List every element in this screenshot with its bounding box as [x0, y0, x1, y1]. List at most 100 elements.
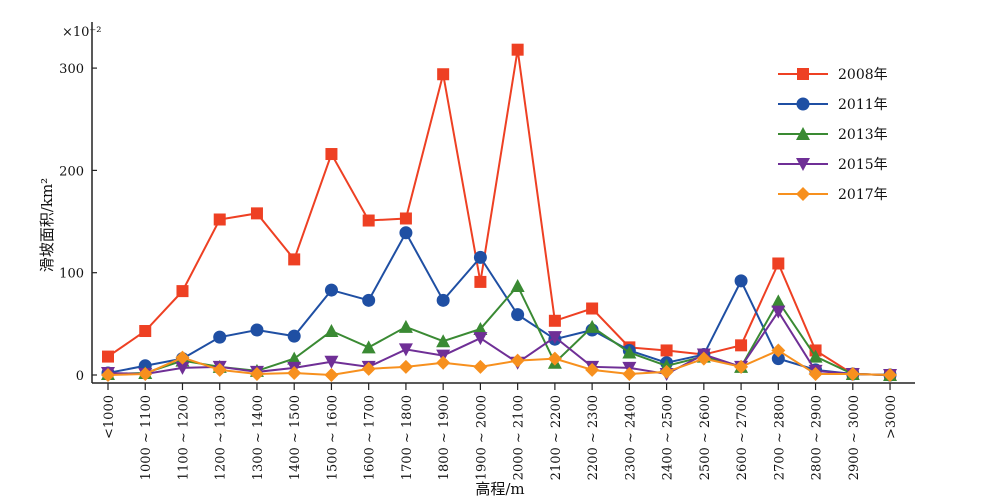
square-marker: [548, 314, 561, 327]
triangle-up-marker: [771, 294, 786, 308]
square-marker: [511, 43, 524, 56]
legend-item: 2017年: [778, 187, 888, 203]
diamond-marker: [473, 359, 488, 374]
legend-label: 2017年: [838, 187, 888, 203]
circle-marker: [213, 330, 227, 344]
x-tick-label: 2800 ~ 2900: [810, 395, 825, 480]
triangle-up-marker: [473, 321, 488, 335]
square-marker: [772, 257, 785, 270]
circle-marker: [473, 250, 487, 264]
diamond-marker: [585, 362, 600, 377]
circle-marker: [399, 226, 413, 240]
legend-item: 2015年: [778, 157, 888, 173]
square-marker: [437, 68, 450, 81]
legend-label: 2015年: [838, 157, 888, 173]
diamond-marker: [510, 353, 525, 368]
diamond-marker: [287, 365, 302, 380]
legend-item: 2008年: [778, 67, 888, 83]
axes: 0 100 200 300 <1000 1000 ~ 1100 1100 ~ 1200 120…: [59, 22, 915, 480]
x-tick-label: 2200 ~ 2300: [586, 395, 601, 480]
diamond-marker: [547, 351, 562, 366]
circle-marker: [511, 308, 525, 322]
series-2008年: [102, 43, 897, 381]
diamond-marker: [175, 350, 190, 365]
x-axis-label: 高程/m: [475, 480, 524, 498]
square-marker: [735, 339, 748, 352]
x-tick-label: 1700 ~ 1800: [400, 395, 415, 480]
square-marker: [250, 207, 263, 220]
legend-label: 2008年: [838, 67, 888, 83]
circle-marker: [324, 283, 338, 297]
diamond-marker: [845, 366, 860, 381]
square-marker: [139, 325, 152, 338]
x-tick-label: 1800 ~ 1900: [437, 395, 452, 480]
x-tick-label: 2100 ~ 2200: [549, 395, 564, 480]
series-2017年: [101, 343, 898, 382]
triangle-down-marker: [324, 355, 339, 369]
triangle-down-marker: [796, 158, 810, 171]
triangle-up-marker: [361, 340, 376, 354]
diamond-marker: [659, 364, 674, 379]
triangle-down-marker: [771, 305, 786, 319]
y-tick-label: 200: [59, 164, 84, 179]
square-marker: [176, 285, 189, 298]
x-tick-label: 2600 ~ 2700: [735, 395, 750, 480]
legend-item: 2011年: [778, 97, 888, 113]
circle-marker: [287, 329, 301, 343]
circle-marker: [250, 323, 264, 337]
x-tick-label: 1600 ~ 1700: [363, 395, 378, 480]
x-tick-label: 2500 ~ 2600: [698, 395, 713, 480]
triangle-up-marker: [398, 319, 413, 333]
triangle-up-marker: [287, 351, 302, 365]
x-tick-label: 1900 ~ 2000: [474, 395, 489, 480]
diamond-marker: [883, 368, 898, 382]
diamond-marker: [212, 362, 227, 377]
square-marker: [102, 350, 114, 363]
triangle-up-marker: [622, 345, 637, 359]
series-line: [107, 49, 891, 376]
y-scale-note: ×10⁻²: [62, 25, 102, 40]
legend-label: 2013年: [838, 127, 888, 143]
triangle-up-marker: [324, 324, 339, 338]
triangle-up-marker: [585, 319, 600, 333]
x-tick-label: <1000: [102, 395, 117, 439]
square-marker: [325, 148, 338, 161]
triangle-down-marker: [398, 343, 413, 357]
triangle-down-marker: [547, 331, 562, 345]
legend-label: 2011年: [838, 97, 888, 113]
diamond-marker: [796, 187, 810, 201]
diamond-marker: [436, 355, 451, 370]
circle-marker: [362, 293, 376, 307]
square-marker: [586, 302, 599, 315]
x-tick-label: 1200 ~ 1300: [214, 395, 229, 480]
x-tick-label: 2000 ~ 2100: [512, 395, 527, 480]
y-tick-label: 100: [59, 267, 84, 282]
x-tick-label: 2900 ~ 3000: [847, 395, 862, 480]
diamond-marker: [138, 366, 153, 381]
diamond-marker: [249, 366, 264, 381]
circle-marker: [771, 352, 785, 366]
diamond-marker: [622, 366, 637, 381]
triangle-down-marker: [175, 361, 190, 375]
x-tick-label: 2400 ~ 2500: [661, 395, 676, 480]
square-marker: [474, 275, 487, 288]
square-marker: [288, 253, 301, 266]
series-line: [107, 230, 891, 376]
x-tick-label: 1500 ~ 1600: [325, 395, 340, 480]
diamond-marker: [771, 343, 786, 358]
circle-marker: [796, 97, 810, 111]
y-axis-label: 滑坡面积/km²: [38, 178, 56, 272]
y-tick-label: 0: [76, 369, 84, 384]
x-tick-label: >3000: [884, 395, 899, 439]
diamond-marker: [808, 366, 823, 381]
x-tick-label: 1300 ~ 1400: [251, 395, 266, 480]
square-marker: [399, 212, 412, 225]
x-tick-label: 1000 ~ 1100: [139, 395, 154, 480]
diamond-marker: [696, 351, 711, 366]
series-line: [107, 349, 891, 377]
diamond-marker: [734, 359, 749, 374]
triangle-up-marker: [796, 127, 810, 140]
triangle-up-marker: [510, 278, 525, 292]
